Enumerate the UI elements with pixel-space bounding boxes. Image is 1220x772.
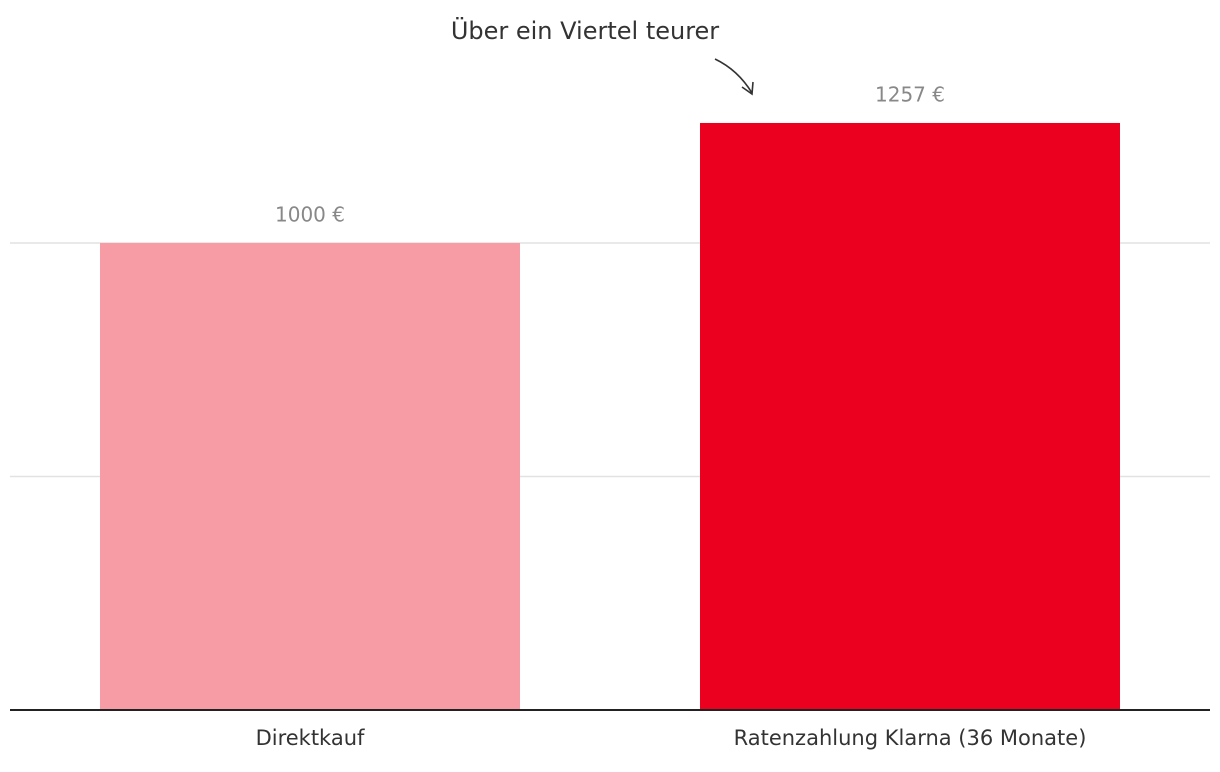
bar — [700, 122, 1120, 710]
x-tick-label: Ratenzahlung Klarna (36 Monate) — [734, 726, 1087, 750]
annotation-arrow — [714, 58, 754, 96]
x-tick-label: Direktkauf — [256, 726, 365, 750]
value-label: 1257 € — [875, 82, 945, 106]
value-label: 1000 € — [275, 203, 345, 227]
bar — [100, 243, 520, 710]
annotation: Über ein Viertel teurer — [451, 16, 719, 45]
